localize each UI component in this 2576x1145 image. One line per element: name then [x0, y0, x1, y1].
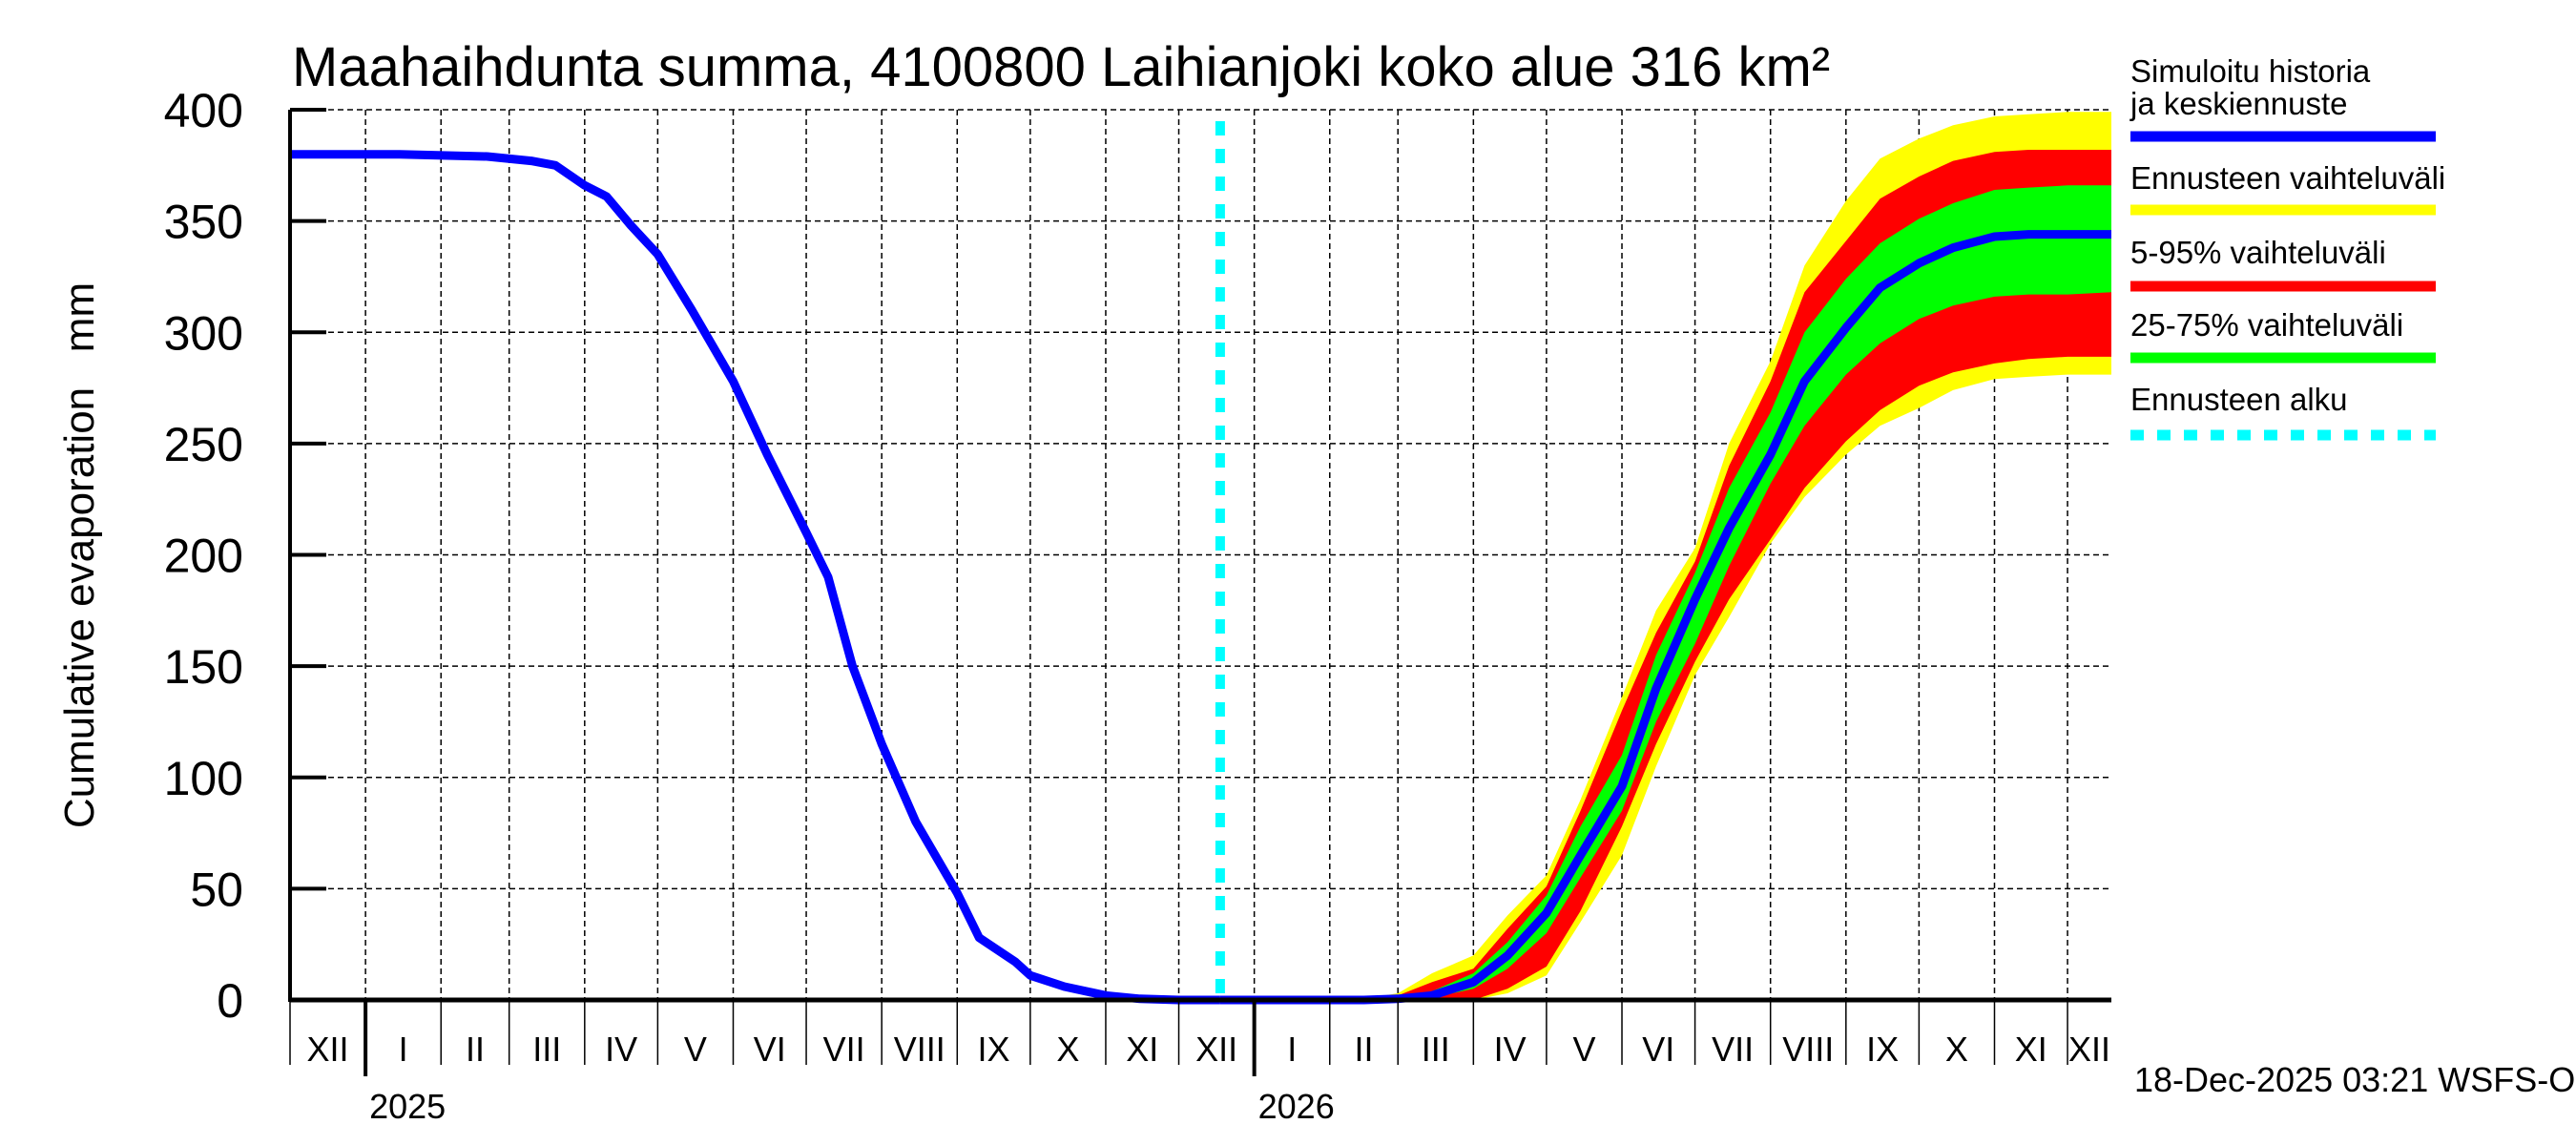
y-tick-label: 300 — [164, 306, 243, 360]
month-label: IX — [1866, 1030, 1899, 1069]
year-label: 2026 — [1258, 1087, 1335, 1126]
legend-label: 25-75% vaihteluväli — [2130, 307, 2403, 343]
y-tick-label: 100 — [164, 752, 243, 805]
y-tick-label: 50 — [190, 863, 243, 916]
y-tick-label: 150 — [164, 640, 243, 694]
month-label: III — [1422, 1030, 1450, 1069]
legend-label: Ennusteen alku — [2130, 382, 2348, 417]
month-label: XII — [1195, 1030, 1237, 1069]
y-tick-labels: 0 50 100 150 200 250 300 350 400 — [164, 84, 243, 1028]
month-label: XI — [2015, 1030, 2047, 1069]
y-tick-label: 250 — [164, 418, 243, 471]
month-label: XI — [1126, 1030, 1158, 1069]
month-label: I — [399, 1030, 408, 1069]
month-label: V — [1572, 1030, 1595, 1069]
chart-title: Maahaihdunta summa, 4100800 Laihianjoki … — [292, 36, 1830, 98]
month-label: II — [1354, 1030, 1373, 1069]
band-25-75 — [1219, 185, 2111, 1001]
month-label: XII — [307, 1030, 349, 1069]
month-label: IV — [605, 1030, 637, 1069]
month-label: VI — [1642, 1030, 1674, 1069]
legend-label: Simuloitu historia — [2130, 53, 2371, 89]
forecast-bands — [1219, 112, 2111, 1001]
month-label: VII — [1712, 1030, 1754, 1069]
month-label: II — [466, 1030, 485, 1069]
month-label: VIII — [1782, 1030, 1834, 1069]
month-label: XII — [2068, 1030, 2110, 1069]
y-tick-label: 200 — [164, 530, 243, 583]
legend-label: ja keskiennuste — [2129, 86, 2347, 121]
y-tick-label: 400 — [164, 84, 243, 137]
month-label: I — [1287, 1030, 1297, 1069]
y-axis-label: Cumulative evaporation mm — [56, 282, 103, 828]
month-label: X — [1945, 1030, 1968, 1069]
band-5-95 — [1219, 150, 2111, 1000]
legend-label: 5-95% vaihteluväli — [2130, 235, 2386, 270]
month-label: VIII — [894, 1030, 945, 1069]
month-label: VII — [823, 1030, 865, 1069]
legend-label: Ennusteen vaihteluväli — [2130, 160, 2445, 196]
month-label: V — [684, 1030, 707, 1069]
axes — [288, 108, 2111, 1076]
month-label: III — [532, 1030, 561, 1069]
footer-timestamp: 18-Dec-2025 03:21 WSFS-O — [2134, 1060, 2575, 1099]
y-tick-label: 0 — [217, 974, 243, 1028]
month-label: IX — [978, 1030, 1010, 1069]
x-tick-labels: XII I II III IV V VI VII VIII IX X XI XII I II III IV V VI… — [307, 1030, 2110, 1126]
year-label: 2025 — [369, 1087, 446, 1126]
month-label: X — [1056, 1030, 1079, 1069]
history-line — [290, 150, 1220, 1005]
y-tick-label: 350 — [164, 196, 243, 249]
month-label: VI — [754, 1030, 786, 1069]
month-label: IV — [1494, 1030, 1527, 1069]
